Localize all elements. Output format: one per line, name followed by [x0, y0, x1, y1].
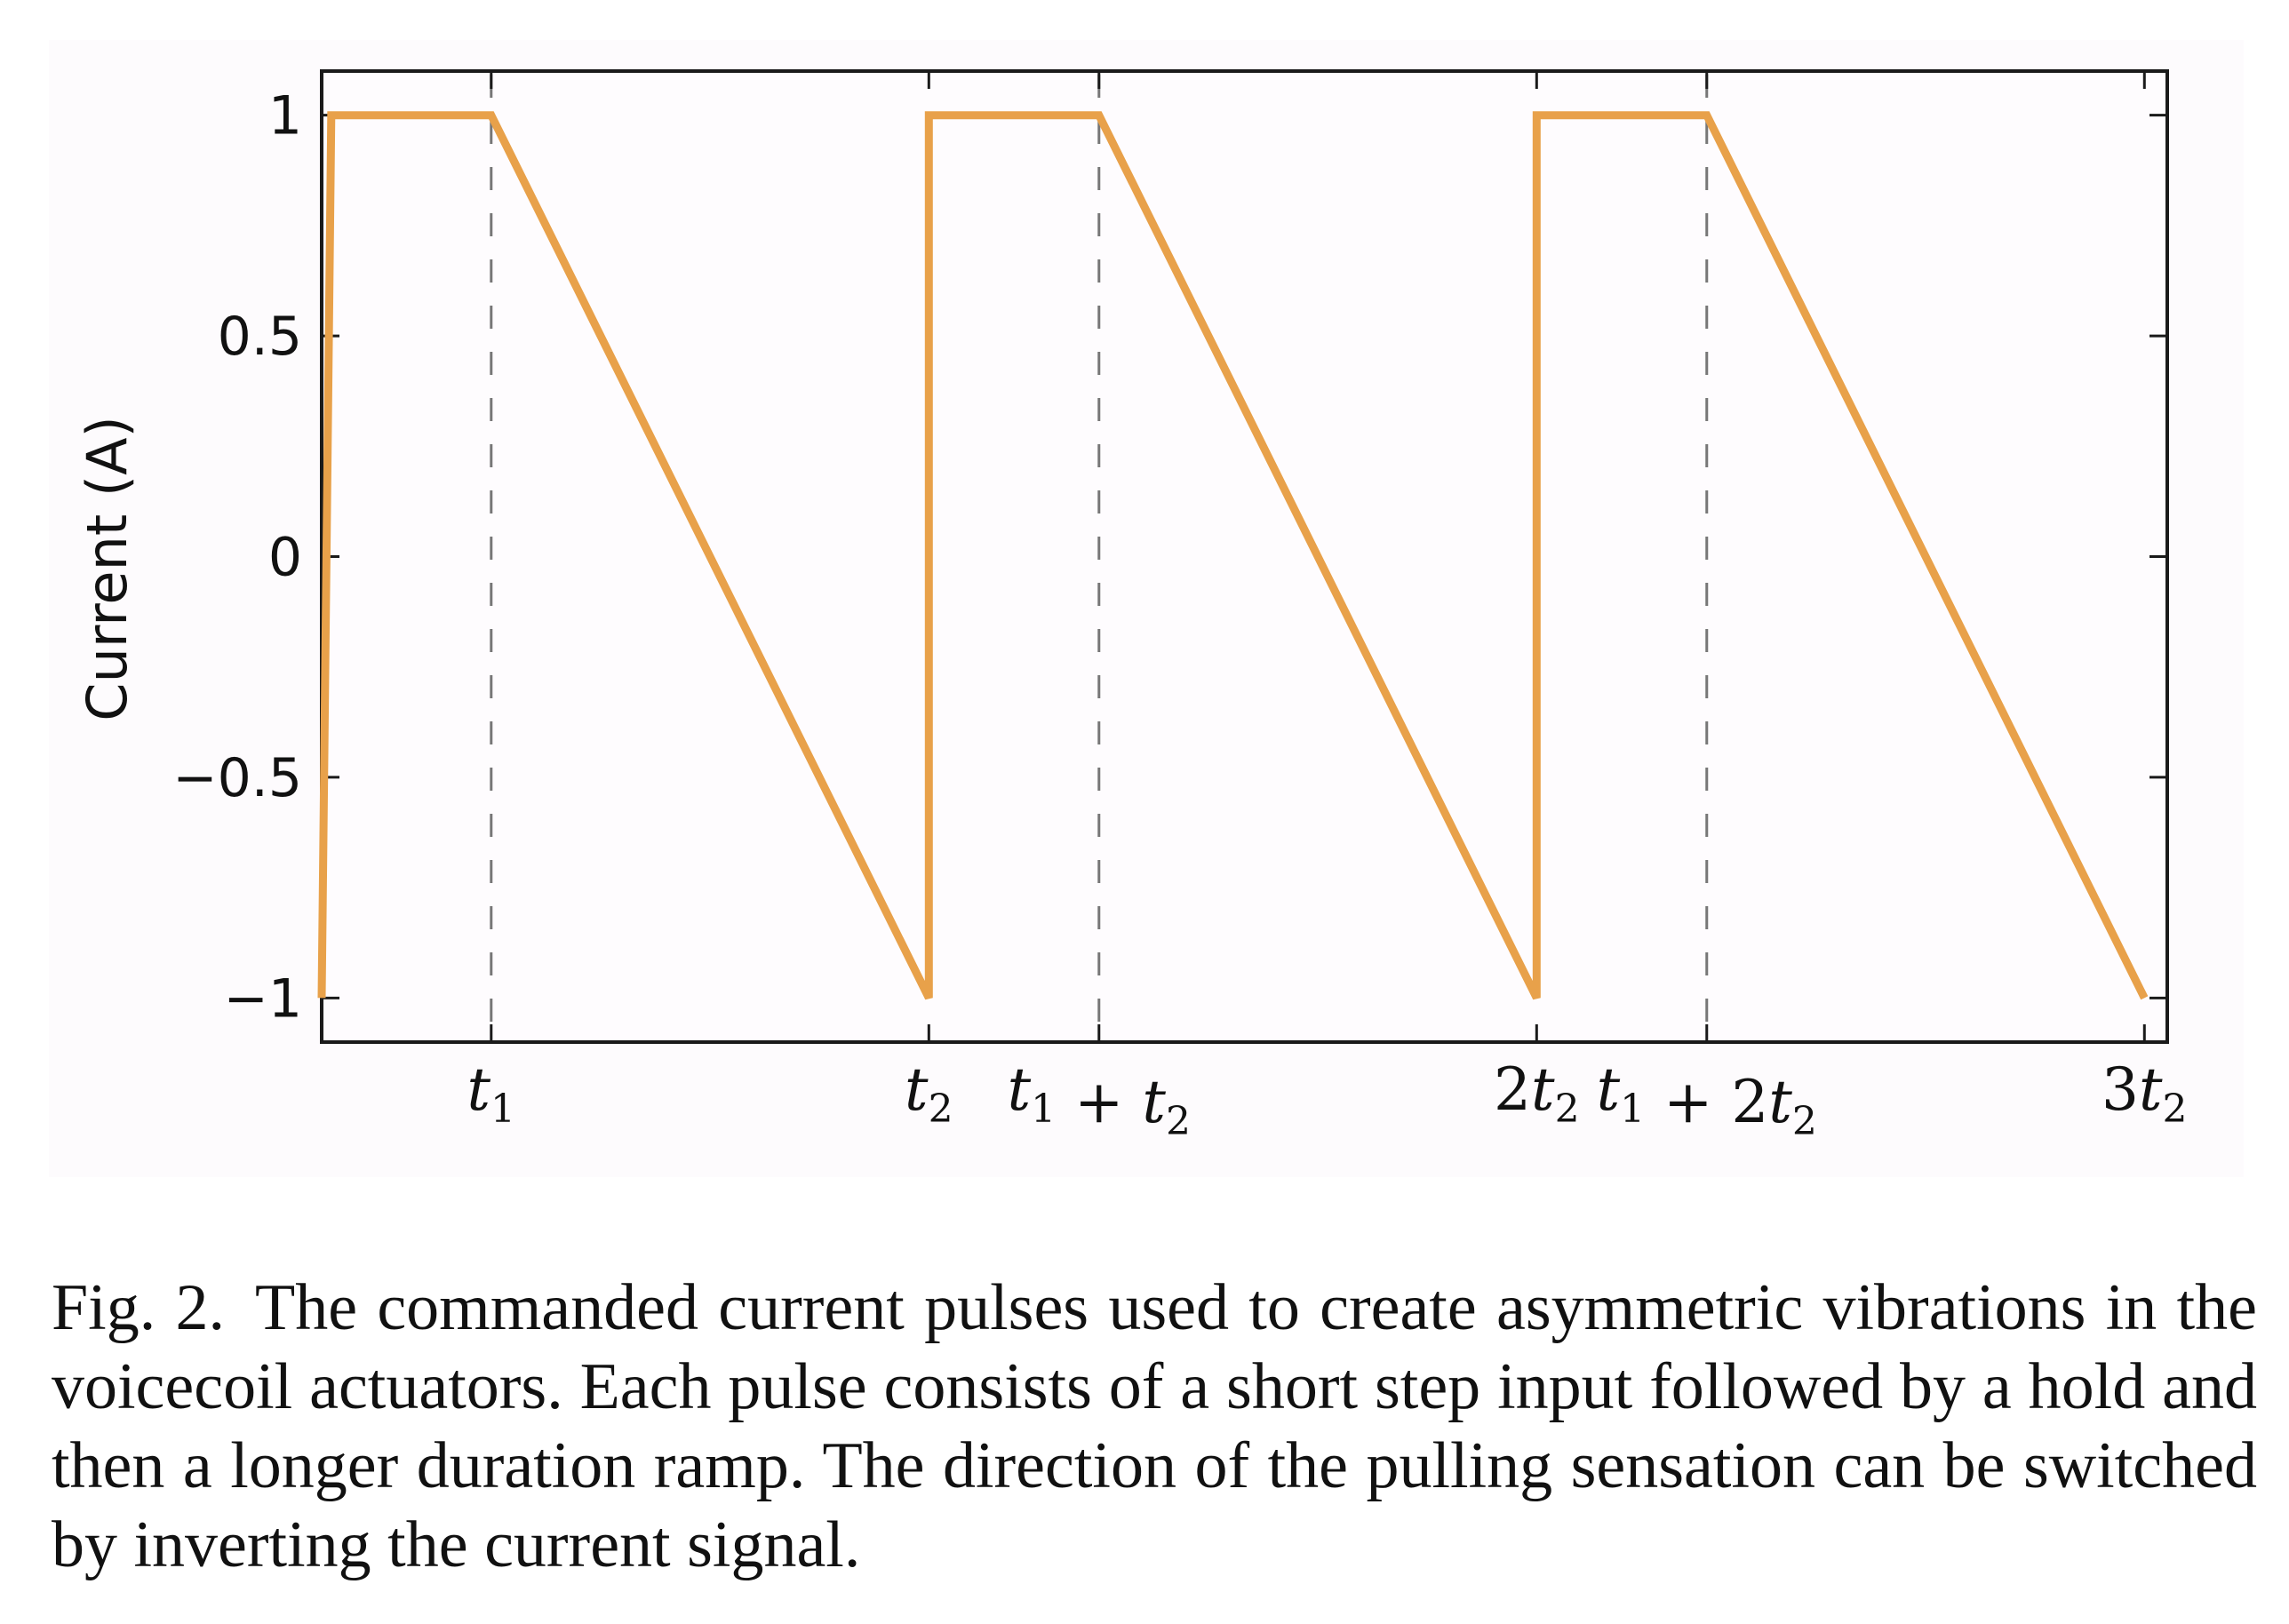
- x-tick-labels: t1 t2 t1 + t2 2t2 t1 + 2t2 3t2: [467, 1055, 2188, 1144]
- plot-area: [320, 69, 2169, 1044]
- y-tick-label: 0: [268, 527, 302, 589]
- y-tick-label: 0.5: [218, 306, 302, 368]
- figure-caption: Fig. 2. The commanded current pulses used…: [52, 1269, 2257, 1585]
- y-tick-label: −1: [224, 967, 302, 1030]
- x-tick-label: t1 + 2t2: [1597, 1055, 1817, 1144]
- x-tick-label: t1: [467, 1055, 516, 1132]
- y-tick-label: 1: [268, 85, 302, 147]
- series-line-1: [317, 111, 2149, 1000]
- y-tick-labels: −1 −0.5 0 0.5 1: [172, 85, 302, 1031]
- y-tick-label: −0.5: [172, 747, 302, 809]
- x-tick-label: t1 + t2: [1008, 1055, 1191, 1144]
- caption-text: The commanded current pulses used to cre…: [52, 1271, 2257, 1581]
- y-axis-label: Current (A): [75, 416, 140, 720]
- x-tick-label: 3t2: [2102, 1055, 2188, 1132]
- guide-lines: [490, 75, 1709, 1039]
- x-tick-label: 2t2: [1494, 1055, 1580, 1132]
- series-group: [317, 111, 2149, 1000]
- x-tick-label: t2: [905, 1055, 953, 1132]
- caption-figure-number: Fig. 2.: [52, 1271, 225, 1344]
